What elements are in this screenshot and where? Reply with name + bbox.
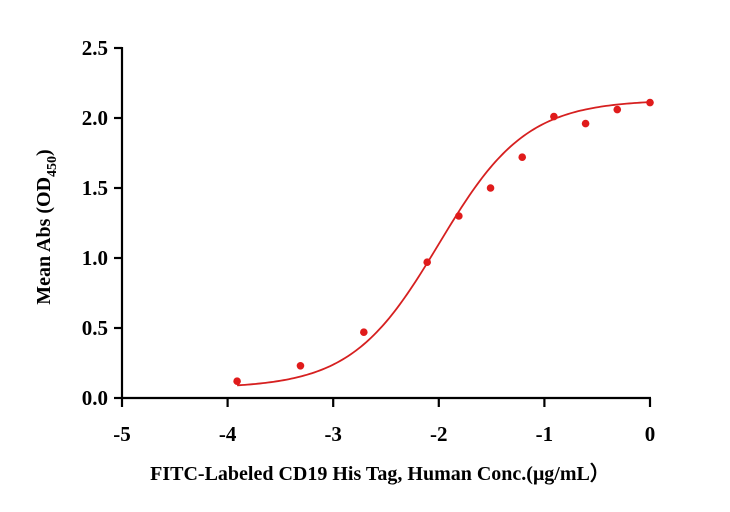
x-tick-label: -1 — [536, 422, 554, 446]
y-tick-label: 1.0 — [82, 246, 108, 270]
y-axis-title: Mean Abs (OD450) — [33, 149, 60, 304]
y-axis-title-main: Mean Abs (OD — [33, 177, 55, 305]
x-tick-label: -2 — [430, 422, 448, 446]
y-axis-title-close: ) — [33, 149, 55, 156]
x-tick-label: -3 — [324, 422, 342, 446]
data-point — [646, 98, 654, 107]
data-point — [360, 328, 368, 337]
data-point — [455, 212, 463, 220]
y-axis-title-subscript: 450 — [45, 156, 60, 177]
data-point — [486, 184, 495, 192]
y-tick-label: 2.5 — [82, 36, 108, 60]
y-axis: 0.0 0.5 1.0 1.5 2.0 2.5 — [82, 36, 124, 410]
data-point — [581, 119, 590, 128]
x-axis-title: FITC-Labeled CD19 His Tag, Human Conc.(μ… — [150, 462, 610, 485]
x-axis: -5 -4 -3 -2 -1 0 — [113, 396, 656, 446]
x-tick-label: -5 — [113, 422, 131, 446]
y-tick-label: 0.0 — [82, 386, 108, 410]
y-tick-label: 2.0 — [82, 106, 108, 130]
x-tick-label: 0 — [645, 422, 656, 446]
data-point — [518, 153, 527, 161]
data-point — [550, 112, 558, 121]
x-tick-label: -4 — [219, 422, 237, 446]
data-point — [423, 258, 431, 267]
y-tick-label: 1.5 — [82, 176, 108, 200]
data-point — [613, 105, 622, 114]
data-point — [296, 362, 305, 370]
fit-curve — [237, 101, 651, 387]
y-tick-label: 0.5 — [82, 316, 108, 340]
data-point — [233, 377, 241, 386]
plot-area — [233, 98, 654, 387]
